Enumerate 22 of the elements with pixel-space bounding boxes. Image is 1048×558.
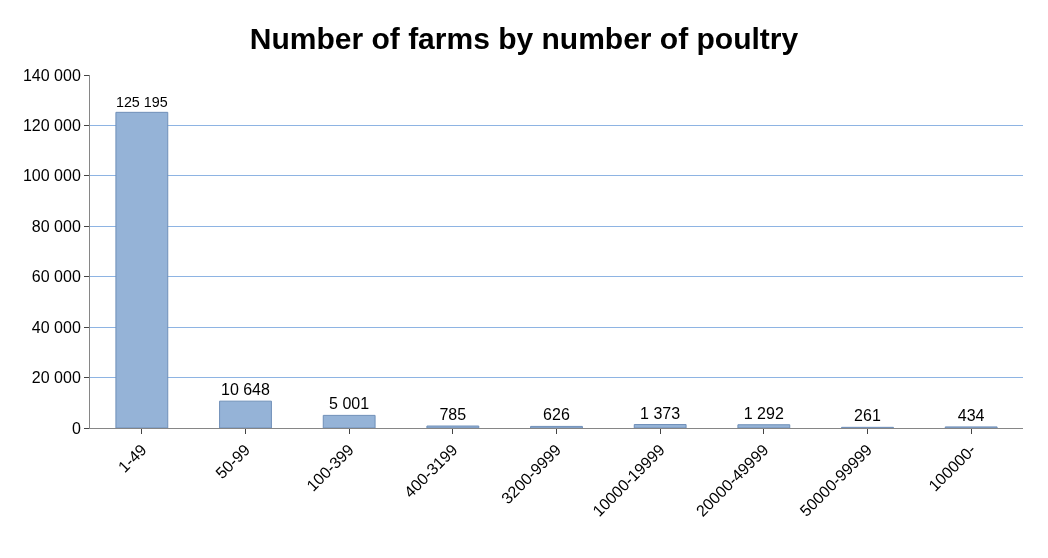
y-tick-label: 0 (71, 419, 81, 437)
data-label: 125 195 (115, 93, 168, 110)
bar (322, 414, 376, 428)
y-tick-label: 80 000 (31, 217, 81, 235)
bar (737, 424, 791, 428)
bar (219, 400, 272, 428)
data-label: 261 (854, 407, 881, 425)
y-tick-label: 100 000 (22, 167, 81, 185)
data-label: 626 (543, 406, 570, 424)
y-tick-label: 40 000 (31, 318, 81, 336)
data-label: 785 (439, 406, 467, 424)
y-tick-label: 20 000 (31, 369, 81, 387)
y-tick-label: 140 000 (22, 66, 81, 84)
chart-title: Number of farms by number of poultry (249, 21, 799, 55)
data-label: 5 001 (329, 395, 370, 413)
data-label: 1 373 (640, 404, 681, 422)
y-tick-label: 60 000 (31, 268, 81, 286)
data-label: 10 648 (220, 381, 271, 399)
y-tick-label: 120 000 (22, 117, 81, 135)
data-label: 434 (957, 406, 985, 424)
bar (633, 424, 687, 428)
data-label: 1 292 (743, 404, 784, 422)
